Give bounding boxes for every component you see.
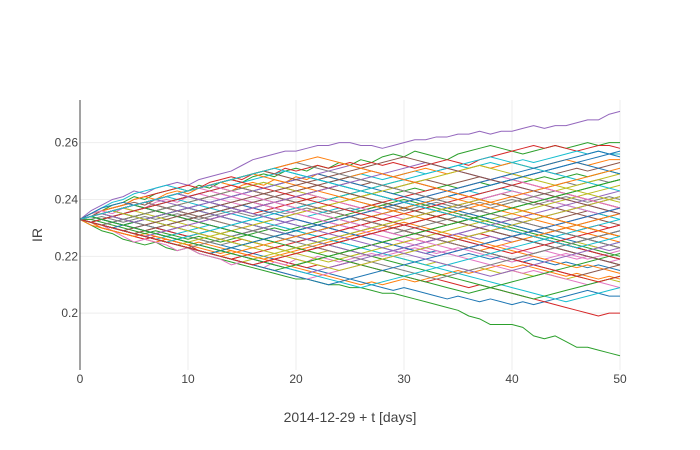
y-tick-label: 0.26 bbox=[55, 136, 79, 150]
series-group bbox=[79, 110, 621, 357]
y-tick-label: 0.24 bbox=[55, 192, 79, 206]
series-line bbox=[80, 196, 621, 223]
x-tick-label: 0 bbox=[77, 372, 84, 386]
grid bbox=[80, 100, 621, 370]
tick-labels: 0 10 20 30 40 50 0.2 0.22 0.24 0.26 bbox=[55, 136, 627, 386]
y-axis-title: IR bbox=[29, 228, 45, 242]
series-line bbox=[79, 144, 621, 220]
x-tick-label: 30 bbox=[397, 372, 411, 386]
series-line bbox=[79, 179, 621, 269]
series-line bbox=[79, 218, 621, 269]
y-tick-label: 0.22 bbox=[55, 249, 79, 263]
x-tick-label: 50 bbox=[613, 372, 627, 386]
series-line bbox=[79, 167, 621, 249]
series-line bbox=[79, 218, 621, 357]
y-tick-label: 0.2 bbox=[61, 306, 78, 320]
series-line bbox=[79, 196, 621, 272]
x-tick-label: 10 bbox=[181, 372, 195, 386]
x-tick-label: 40 bbox=[505, 372, 519, 386]
series-line bbox=[79, 218, 621, 274]
series-line bbox=[79, 110, 621, 220]
x-tick-label: 20 bbox=[289, 372, 303, 386]
x-axis-title: 2014-12-29 + t [days] bbox=[284, 409, 417, 425]
series-line bbox=[79, 204, 621, 294]
series-line bbox=[79, 156, 621, 232]
series-line bbox=[79, 196, 621, 303]
series-line bbox=[80, 198, 621, 257]
